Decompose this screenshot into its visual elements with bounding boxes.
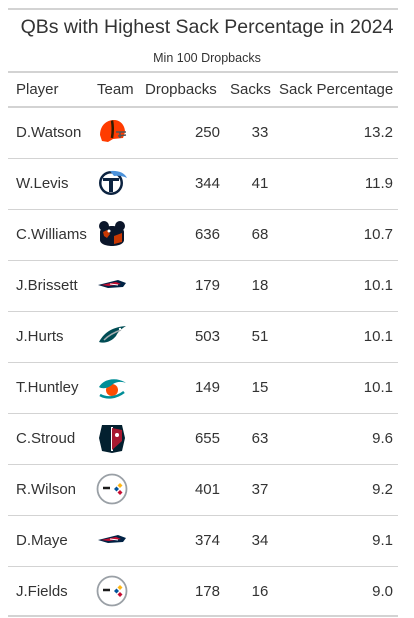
header-bottom-rule <box>8 106 398 108</box>
sack-percentage-value: 10.1 <box>363 328 393 345</box>
dropbacks-value: 655 <box>194 430 220 447</box>
sacks-value: 33 <box>251 124 269 141</box>
player-name: D.Watson <box>16 124 82 141</box>
eagles-logo-icon <box>96 320 128 352</box>
table-row: R.Wilson 401 37 9.2 <box>8 465 398 516</box>
player-name: T.Huntley <box>16 379 79 396</box>
sacks-value: 18 <box>251 277 269 294</box>
row-divider <box>8 260 398 261</box>
sacks-value: 41 <box>251 175 269 192</box>
row-divider <box>8 566 398 567</box>
dropbacks-value: 149 <box>194 379 220 396</box>
player-name: C.Stroud <box>16 430 76 447</box>
sack-percentage-value: 10.1 <box>363 379 393 396</box>
browns-helmet-icon <box>96 116 128 148</box>
patriots-logo-icon <box>96 269 128 301</box>
row-divider <box>8 158 398 159</box>
table-title: QBs with Highest Sack Percentage in 2024 <box>20 16 394 38</box>
sack-percentage-value: 9.0 <box>372 583 393 600</box>
titans-logo-icon <box>96 167 128 199</box>
dropbacks-value: 344 <box>194 175 220 192</box>
patriots-logo-icon <box>96 524 128 556</box>
dropbacks-value: 178 <box>194 583 220 600</box>
table-row: J.Hurts 503 51 10.1 <box>8 312 398 363</box>
player-name: J.Hurts <box>16 328 64 345</box>
dropbacks-value: 374 <box>194 532 220 549</box>
dropbacks-value: 250 <box>194 124 220 141</box>
row-divider <box>8 413 398 414</box>
row-divider <box>8 362 398 363</box>
sacks-value: 34 <box>251 532 269 549</box>
table-row: D.Maye 374 34 9.1 <box>8 516 398 567</box>
column-header-sack-percentage: Sack Percentage <box>279 81 394 98</box>
sack-percentage-value: 11.9 <box>364 175 393 192</box>
row-divider <box>8 311 398 312</box>
dolphins-logo-icon <box>96 371 128 403</box>
dropbacks-value: 401 <box>194 481 220 498</box>
steelers-logo-icon <box>96 473 128 505</box>
table-bottom-rule <box>8 615 398 617</box>
column-header-team: Team <box>97 81 134 98</box>
sacks-value: 15 <box>251 379 269 396</box>
header-top-rule <box>8 71 398 73</box>
table-row: C.Stroud 655 63 9.6 <box>8 414 398 465</box>
table-row: D.Watson 250 33 13.2 <box>8 108 398 159</box>
row-divider <box>8 209 398 210</box>
player-name: D.Maye <box>16 532 68 549</box>
sack-percentage-value: 9.6 <box>372 430 393 447</box>
sack-percentage-value: 9.1 <box>372 532 393 549</box>
sacks-value: 51 <box>251 328 269 345</box>
player-name: W.Levis <box>16 175 69 192</box>
sacks-value: 37 <box>251 481 269 498</box>
player-name: R.Wilson <box>16 481 77 498</box>
table-row: J.Fields 178 16 9.0 <box>8 567 398 618</box>
steelers-logo-icon <box>96 575 128 607</box>
table-row: W.Levis 344 41 11.9 <box>8 159 398 210</box>
row-divider <box>8 515 398 516</box>
player-name: J.Brissett <box>16 277 78 294</box>
sack-percentage-value: 10.1 <box>363 277 393 294</box>
row-divider <box>8 464 398 465</box>
texans-logo-icon <box>96 422 128 454</box>
sacks-value: 16 <box>251 583 269 600</box>
table-row: T.Huntley 149 15 10.1 <box>8 363 398 414</box>
dropbacks-value: 636 <box>194 226 220 243</box>
table-subtitle: Min 100 Dropbacks <box>153 51 261 65</box>
table-top-rule <box>8 8 398 10</box>
player-name: J.Fields <box>16 583 68 600</box>
dropbacks-value: 503 <box>194 328 220 345</box>
table-row: C.Williams 636 68 10.7 <box>8 210 398 261</box>
column-header-player: Player <box>16 81 59 98</box>
sack-percentage-value: 10.7 <box>363 226 393 243</box>
bears-logo-icon <box>96 218 128 250</box>
sack-percentage-value: 9.2 <box>372 481 393 498</box>
column-header-dropbacks: Dropbacks <box>145 81 217 98</box>
table-row: J.Brissett 179 18 10.1 <box>8 261 398 312</box>
sacks-value: 68 <box>251 226 269 243</box>
dropbacks-value: 179 <box>194 277 220 294</box>
sacks-value: 63 <box>251 430 269 447</box>
sack-percentage-value: 13.2 <box>363 124 393 141</box>
column-header-sacks: Sacks <box>230 81 271 98</box>
player-name: C.Williams <box>16 226 87 243</box>
